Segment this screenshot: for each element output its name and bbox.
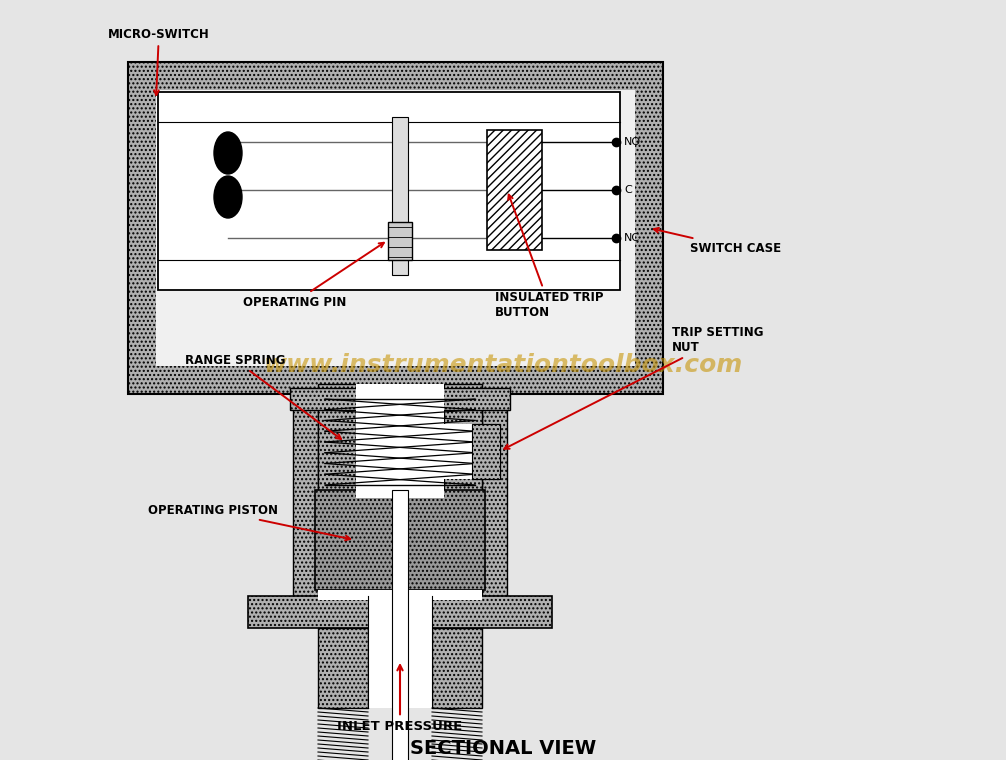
Text: C: C	[624, 185, 632, 195]
Text: TRIP SETTING
NUT: TRIP SETTING NUT	[504, 326, 764, 448]
Text: OPERATING PISTON: OPERATING PISTON	[148, 504, 350, 540]
Bar	[290, 388, 358, 410]
Bar	[156, 90, 635, 366]
Text: INLET PRESSURE: INLET PRESSURE	[337, 665, 463, 733]
Bar	[356, 384, 444, 498]
Text: NC: NC	[624, 233, 640, 243]
Bar	[487, 130, 542, 250]
Bar	[472, 424, 500, 479]
Text: SWITCH CASE: SWITCH CASE	[654, 228, 781, 255]
Bar	[318, 590, 482, 600]
Bar	[318, 384, 356, 498]
Ellipse shape	[214, 176, 242, 218]
Bar	[388, 222, 412, 260]
Bar	[444, 424, 474, 479]
Text: OPERATING PIN: OPERATING PIN	[243, 242, 384, 309]
Text: SECTIONAL VIEW: SECTIONAL VIEW	[409, 739, 597, 758]
Text: MICRO-SWITCH: MICRO-SWITCH	[108, 27, 209, 95]
Bar	[392, 117, 408, 275]
Text: NO: NO	[624, 137, 641, 147]
Ellipse shape	[214, 132, 242, 174]
Text: INSULATED TRIP
BUTTON: INSULATED TRIP BUTTON	[495, 195, 604, 319]
Bar	[318, 628, 368, 708]
Bar	[315, 490, 485, 590]
Bar	[392, 490, 408, 760]
Bar	[482, 394, 507, 600]
Bar	[444, 384, 482, 498]
Bar	[248, 596, 552, 628]
Bar	[442, 388, 510, 410]
Bar	[368, 596, 432, 708]
Bar	[432, 628, 482, 708]
Text: RANGE SPRING: RANGE SPRING	[185, 353, 341, 439]
Bar	[472, 424, 500, 479]
Bar	[128, 62, 663, 394]
Text: www.instrumentationtoolbox.com: www.instrumentationtoolbox.com	[264, 353, 742, 377]
Bar	[293, 394, 318, 600]
Bar	[158, 92, 620, 290]
